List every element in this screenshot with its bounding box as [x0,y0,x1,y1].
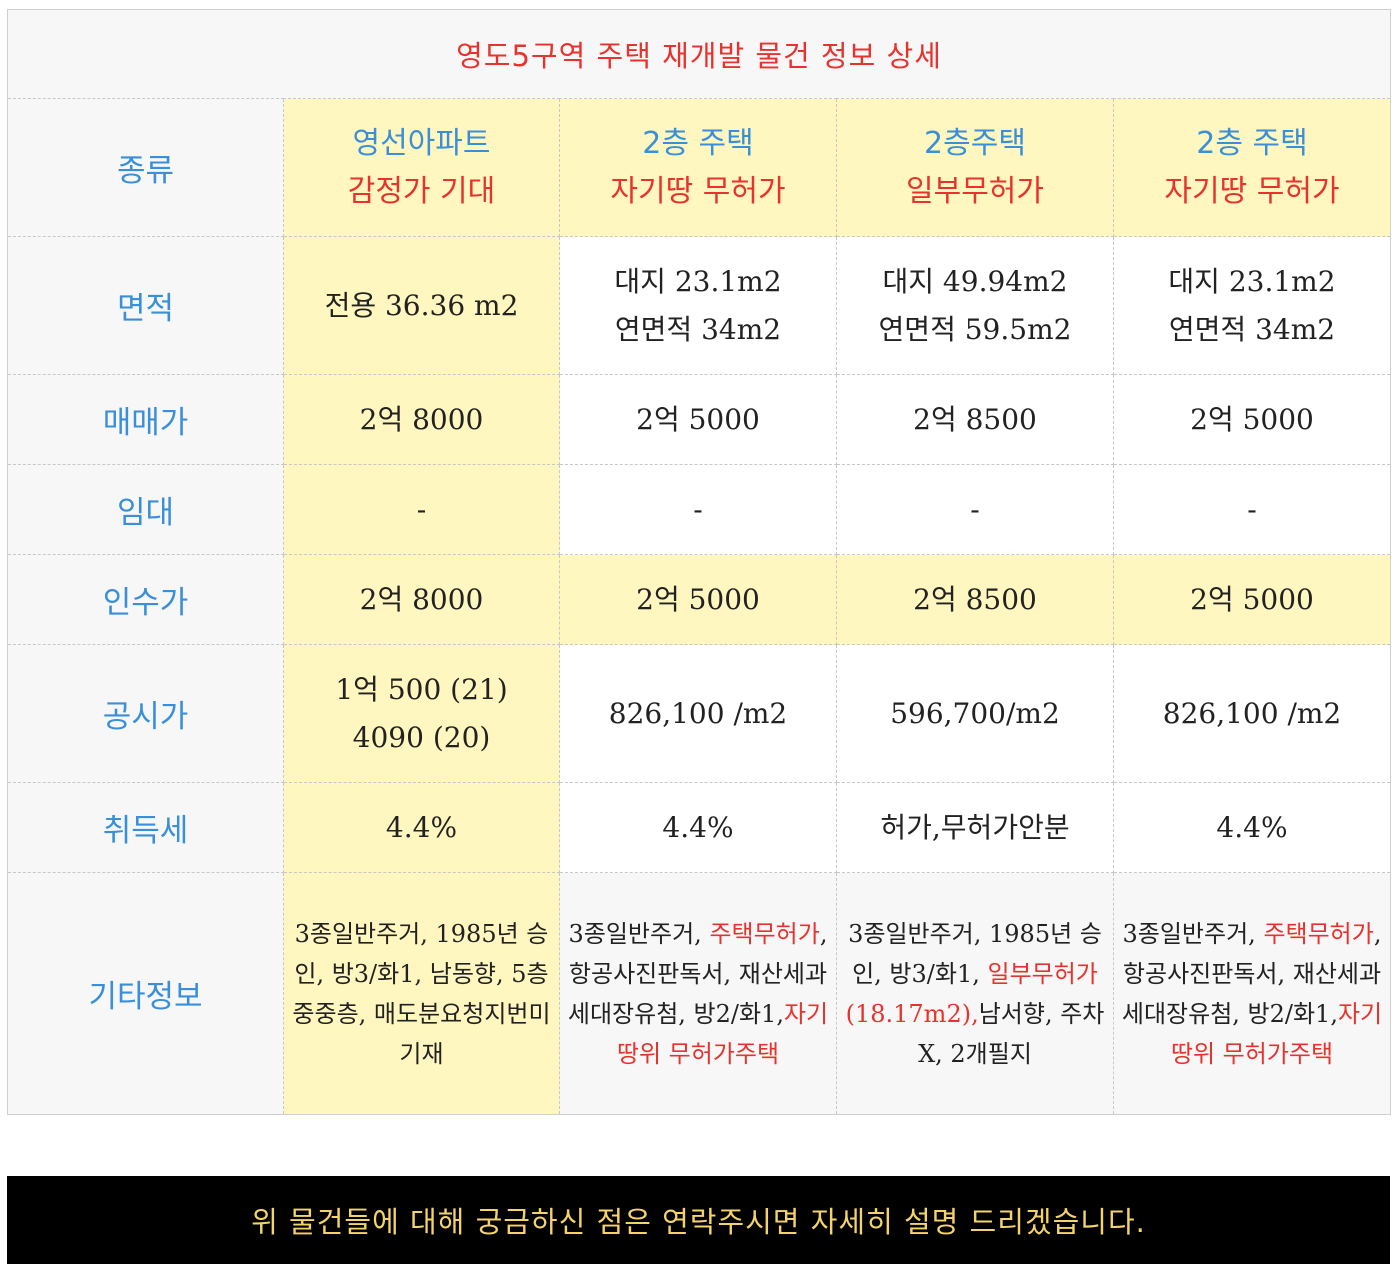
official-price: 1억 500 (21) 4090 (20) [283,644,560,783]
title-row: 영도5구역 주택 재개발 물건 정보 상세 [7,9,1391,99]
etc-text: 3종일반주거, [1122,919,1264,948]
sale-price: 2억 5000 [1113,374,1391,465]
etc-info: 3종일반주거, 1985년 승인, 방3/화1, 일부무허가(18.17m2),… [836,872,1114,1115]
lease-row: 임대 - - - - [7,464,1391,555]
etc-text: , 항공사진판독서, 재산세과세대장유첨, 방2/화1, [1121,919,1382,1028]
etc-highlight: 주택무허가 [709,919,820,948]
tax-value: 4.4% [1113,782,1391,873]
area-line: 대지 49.94m2 [882,264,1068,298]
official-price: 596,700/m2 [836,644,1114,783]
footer-notice: 위 물건들에 대해 궁금하신 점은 연락주시면 자세히 설명 드리겠습니다. [7,1176,1390,1264]
tax-value: 허가,무허가안분 [836,782,1114,873]
area-cell: 대지 49.94m2 연면적 59.5m2 [836,236,1114,375]
official-price-row: 공시가 1억 500 (21) 4090 (20) 826,100 /m2 59… [7,644,1391,783]
official-price-line: 4090 (20) [352,720,491,754]
lease-value: - [559,464,837,555]
type-cell: 2층주택 일부무허가 [836,98,1114,237]
label-sale: 매매가 [7,374,284,465]
sale-price: 2억 8000 [283,374,560,465]
type-note: 일부무허가 [906,173,1044,209]
etc-info: 3종일반주거, 주택무허가, 항공사진판독서, 재산세과세대장유첨, 방2/화1… [1113,872,1391,1115]
area-line: 연면적 34m2 [614,312,782,346]
etc-text: 3종일반주거, 1985년 승인, 방3/화1, [848,919,1102,988]
etc-highlight: 일부무허가(18.17m2), [845,959,1098,1028]
etc-text: 3종일반주거, 1985년 승인, 방3/화1, 남동향, 5층중중층, 매도분… [292,919,551,1068]
type-name: 영선아파트 [352,125,491,161]
etc-row: 기타정보 3종일반주거, 1985년 승인, 방3/화1, 남동향, 5층중중층… [7,872,1391,1115]
tax-value: 4.4% [559,782,837,873]
etc-highlight: 자기땅위 무허가주택 [1170,999,1383,1068]
etc-text: 3종일반주거, [568,919,710,948]
acquisition-price: 2억 8000 [283,554,560,645]
area-cell: 대지 23.1m2 연면적 34m2 [1113,236,1391,375]
lease-value: - [283,464,560,555]
type-cell: 2층 주택 자기땅 무허가 [1113,98,1391,237]
area-line: 대지 23.1m2 [614,264,782,298]
sale-row: 매매가 2억 8000 2억 5000 2억 8500 2억 5000 [7,374,1391,465]
lease-value: - [1113,464,1391,555]
area-line: 대지 23.1m2 [1168,264,1336,298]
type-note: 감정가 기대 [347,173,496,209]
type-cell: 영선아파트 감정가 기대 [283,98,560,237]
area-cell: 전용 36.36 m2 [283,236,560,375]
acquisition-price: 2억 8500 [836,554,1114,645]
property-table: 영도5구역 주택 재개발 물건 정보 상세 종류 영선아파트 감정가 기대 2층… [7,9,1391,1115]
label-acquisition: 인수가 [7,554,284,645]
type-name: 2층 주택 [642,125,754,161]
type-cell: 2층 주택 자기땅 무허가 [559,98,837,237]
type-row: 종류 영선아파트 감정가 기대 2층 주택 자기땅 무허가 2층주택 일부무허가… [7,98,1391,237]
official-price: 826,100 /m2 [1113,644,1391,783]
area-line: 연면적 34m2 [1168,312,1336,346]
tax-value: 4.4% [283,782,560,873]
lease-value: - [836,464,1114,555]
label-tax: 취득세 [7,782,284,873]
label-area: 면적 [7,236,284,375]
etc-info: 3종일반주거, 주택무허가, 항공사진판독서, 재산세과세대장유첨, 방2/화1… [559,872,837,1115]
official-price-line: 1억 500 (21) [335,672,508,706]
official-price: 826,100 /m2 [559,644,837,783]
etc-info: 3종일반주거, 1985년 승인, 방3/화1, 남동향, 5층중중층, 매도분… [283,872,560,1115]
etc-text: , 항공사진판독서, 재산세과세대장유첨, 방2/화1, [567,919,828,1028]
type-note: 자기땅 무허가 [610,173,786,209]
area-cell: 대지 23.1m2 연면적 34m2 [559,236,837,375]
sale-price: 2억 8500 [836,374,1114,465]
acquisition-price: 2억 5000 [559,554,837,645]
area-row: 면적 전용 36.36 m2 대지 23.1m2 연면적 34m2 대지 49.… [7,236,1391,375]
tax-row: 취득세 4.4% 4.4% 허가,무허가안분 4.4% [7,782,1391,873]
type-note: 자기땅 무허가 [1164,173,1340,209]
table-title: 영도5구역 주택 재개발 물건 정보 상세 [7,9,1391,99]
area-line: 연면적 59.5m2 [878,312,1072,346]
area-line: 전용 36.36 m2 [324,288,519,322]
acquisition-row: 인수가 2억 8000 2억 5000 2억 8500 2억 5000 [7,554,1391,645]
etc-highlight: 자기땅위 무허가주택 [616,999,829,1068]
sale-price: 2억 5000 [559,374,837,465]
etc-highlight: 주택무허가 [1263,919,1374,948]
label-type: 종류 [7,98,284,237]
acquisition-price: 2억 5000 [1113,554,1391,645]
label-lease: 임대 [7,464,284,555]
label-official-price: 공시가 [7,644,284,783]
type-name: 2층 주택 [1196,125,1308,161]
type-name: 2층주택 [924,125,1026,161]
label-etc: 기타정보 [7,872,284,1115]
etc-text: 남서향, 주차X, 2개필지 [918,999,1105,1068]
